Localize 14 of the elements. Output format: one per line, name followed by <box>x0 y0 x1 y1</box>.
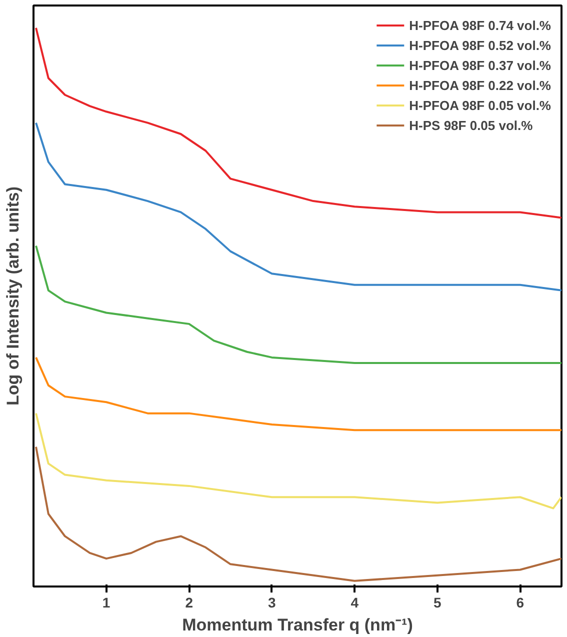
x-tick-label: 1 <box>102 594 110 610</box>
x-tick-label: 6 <box>516 594 524 610</box>
legend-label: H-PS 98F 0.05 vol.% <box>409 118 533 132</box>
legend-label: H-PFOA 98F 0.05 vol.% <box>409 98 551 112</box>
y-axis-title: Log of Intensity (arb. units) <box>4 186 22 406</box>
legend-label: H-PFOA 98F 0.37 vol.% <box>409 58 551 72</box>
legend-label: H-PFOA 98F 0.22 vol.% <box>409 78 551 92</box>
x-tick-label: 3 <box>268 594 276 610</box>
legend-label: H-PFOA 98F 0.52 vol.% <box>409 38 551 52</box>
x-tick-label: 4 <box>350 594 359 610</box>
x-axis-title: Momentum Transfer q (nm⁻¹) <box>182 616 413 634</box>
x-tick-label: 2 <box>185 594 194 610</box>
x-tick-label: 5 <box>433 594 442 610</box>
legend-label: H-PFOA 98F 0.74 vol.% <box>409 18 551 32</box>
